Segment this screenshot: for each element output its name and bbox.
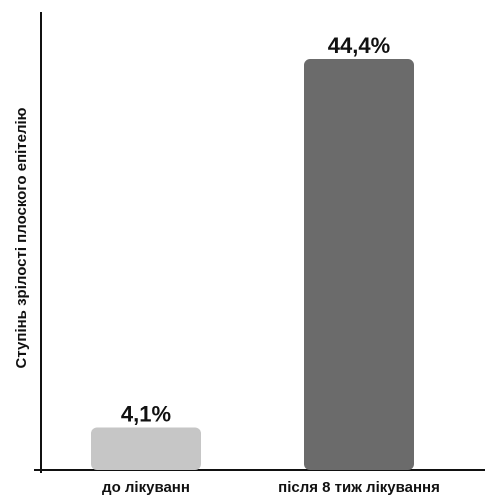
bar-2 bbox=[304, 59, 414, 471]
y-axis-label: Ступінь зрілості плоского епітелію bbox=[13, 107, 30, 368]
data-label-2: 44,4% bbox=[328, 33, 390, 58]
category-label-2: після 8 тиж лікування bbox=[278, 479, 440, 496]
bars-group: 4,1% до лікуванн 44,4% після 8 тиж лікуванн… bbox=[91, 33, 440, 496]
bar-1 bbox=[91, 427, 201, 470]
data-label-1: 4,1% bbox=[121, 402, 171, 427]
category-label-1: до лікуванн bbox=[102, 479, 190, 496]
